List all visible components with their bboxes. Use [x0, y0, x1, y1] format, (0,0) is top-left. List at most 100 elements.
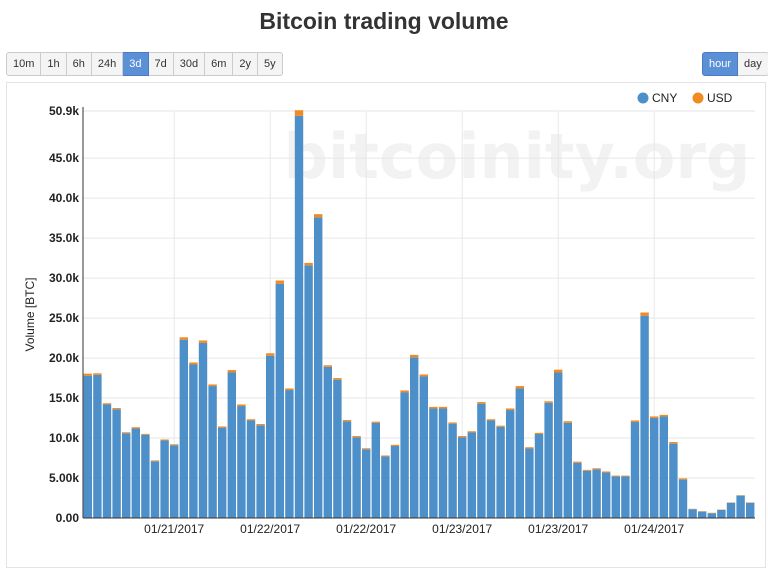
bar-cny	[227, 372, 236, 518]
range-button-5y[interactable]: 5y	[258, 52, 283, 76]
legend-item-cny[interactable]: CNY	[637, 91, 678, 105]
bar-usd	[650, 416, 659, 419]
bar-cny	[122, 433, 131, 518]
bar-usd	[179, 337, 188, 340]
chart-title: Bitcoin trading volume	[259, 8, 509, 34]
bar-usd	[659, 414, 668, 417]
bar-cny	[592, 469, 601, 518]
bar-usd	[208, 384, 217, 387]
bar-cny	[525, 448, 534, 518]
y-tick-label: 40.0k	[49, 191, 79, 205]
range-button-2y[interactable]: 2y	[233, 52, 259, 76]
watermark-text: bitcoinity.org	[284, 120, 751, 193]
range-button-24h[interactable]: 24h	[91, 52, 124, 76]
bar-usd	[534, 432, 544, 435]
bar-cny	[352, 437, 361, 518]
bar-cny	[669, 443, 678, 518]
x-tick-label: 01/22/2017	[240, 522, 300, 536]
range-button-30d[interactable]: 30d	[173, 52, 206, 76]
bar-usd	[390, 444, 400, 447]
bar-usd	[515, 386, 524, 389]
bar-usd	[237, 404, 246, 407]
bar-cny	[410, 357, 419, 518]
bar-cny	[419, 376, 428, 518]
bar-cny	[736, 495, 745, 518]
bar-usd	[573, 461, 582, 463]
legend-label: CNY	[652, 91, 677, 105]
bar-usd	[93, 373, 102, 375]
bar-usd	[669, 442, 678, 444]
bar-cny	[554, 372, 563, 518]
range-button-7d[interactable]: 7d	[148, 52, 174, 76]
bar-usd	[563, 421, 572, 423]
bar-cny	[362, 449, 371, 518]
bar-cny	[640, 315, 649, 518]
bar-cny	[630, 422, 640, 518]
bar-cny	[285, 390, 294, 518]
y-tick-label: 25.0k	[49, 311, 79, 325]
x-tick-label: 01/24/2017	[624, 522, 684, 536]
bar-cny	[582, 470, 592, 518]
time-range-selector: 10m 1h 6h 24h 3d 7d 30d 6m 2y 5y	[6, 52, 283, 76]
bar-cny	[467, 432, 476, 518]
y-tick-label: 50.9k	[49, 104, 79, 118]
bar-cny	[371, 422, 380, 518]
bar-usd	[429, 406, 438, 409]
bar-usd	[621, 475, 630, 477]
range-button-1h[interactable]: 1h	[41, 52, 67, 76]
bar-cny	[83, 375, 92, 518]
bar-usd	[304, 262, 313, 266]
x-tick-label: 01/22/2017	[336, 522, 396, 536]
bar-usd	[602, 471, 611, 473]
y-tick-label: 20.0k	[49, 351, 79, 365]
bar-cny	[304, 265, 313, 518]
bar-usd	[314, 214, 323, 218]
bar-usd	[640, 312, 649, 316]
bar-cny	[294, 115, 304, 518]
bar-cny	[237, 406, 246, 518]
bar-cny	[342, 421, 352, 518]
bar-cny	[141, 434, 150, 518]
bar-usd	[227, 370, 236, 373]
bar-cny	[323, 366, 332, 518]
bar-cny	[506, 410, 515, 518]
bar-cny	[112, 409, 121, 518]
bar-cny	[400, 392, 409, 518]
bar-cny	[458, 437, 467, 518]
bar-usd	[554, 369, 563, 373]
bar-usd	[582, 469, 592, 471]
legend-item-usd[interactable]: USD	[692, 91, 733, 105]
range-button-3d[interactable]: 3d	[123, 52, 149, 76]
y-axis-label: Volume [BTC]	[23, 277, 37, 351]
bar-usd	[170, 444, 179, 446]
bar-cny	[314, 217, 323, 518]
x-tick-label: 01/23/2017	[432, 522, 492, 536]
bar-cny	[256, 425, 265, 518]
bar-cny	[179, 339, 188, 518]
bar-cny	[170, 445, 179, 518]
chart-container: bitcoinity.org 0.00 5.00k 10.0k 15.0k 20.0k 25…	[6, 82, 766, 568]
bar-usd	[218, 426, 227, 428]
y-tick-label: 0.00	[56, 511, 80, 525]
range-button-6m[interactable]: 6m	[205, 52, 234, 76]
bar-cny	[246, 420, 256, 518]
resolution-selector: hour day	[702, 52, 768, 76]
bar-cny	[544, 402, 553, 518]
resolution-button-hour[interactable]: hour	[702, 52, 739, 76]
bar-usd	[294, 110, 304, 116]
range-button-10m[interactable]: 10m	[6, 52, 42, 76]
bar-cny	[650, 418, 659, 518]
bar-usd	[131, 427, 140, 429]
range-button-6h[interactable]: 6h	[66, 52, 92, 76]
bar-cny	[333, 379, 342, 518]
bar-cny	[515, 388, 524, 518]
bar-cny	[477, 403, 486, 518]
y-tick-label: 5.00k	[49, 471, 79, 485]
resolution-button-day[interactable]: day	[738, 52, 768, 76]
x-tick-label: 01/23/2017	[528, 522, 588, 536]
bar-cny	[611, 476, 620, 518]
legend-marker	[637, 92, 649, 104]
bar-usd	[438, 406, 448, 409]
bar-usd	[266, 353, 275, 356]
y-tick-label: 30.0k	[49, 271, 79, 285]
